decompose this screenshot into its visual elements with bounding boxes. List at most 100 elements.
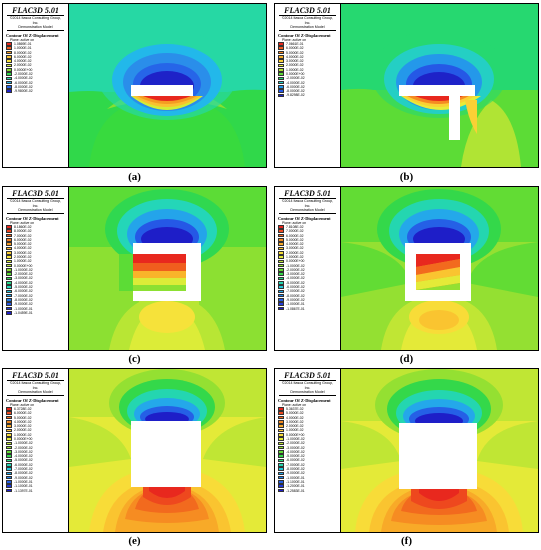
legend-value: -1.0000E-02 bbox=[286, 437, 305, 441]
legend-value: 1.0000E-02 bbox=[14, 432, 32, 437]
legend-entry: 0.0000E+00 bbox=[6, 263, 68, 268]
legend-c: FLAC3D 5.01 ©2014 Itasca Consulting Grou… bbox=[3, 187, 69, 350]
legend-entry: -1.0000E-01 bbox=[278, 476, 340, 480]
contour-title: Contour Of Z-Displacement bbox=[278, 215, 331, 221]
panel-d: FLAC3D 5.01 ©2014 Itasca Consulting Grou… bbox=[274, 186, 539, 351]
legend-entry: -2.0000E-02 bbox=[278, 441, 340, 445]
legend-entry: 0.0000E+00 bbox=[278, 433, 340, 437]
legend-value: -1.0000E-01 bbox=[286, 302, 305, 307]
legend-swatch bbox=[278, 59, 284, 63]
legend-swatch bbox=[278, 50, 284, 55]
legend-swatch bbox=[278, 454, 284, 458]
legend-swatch bbox=[278, 411, 284, 416]
legend-value: -4.0000E-02 bbox=[14, 280, 33, 285]
legend-value: 7.8108E-02 bbox=[286, 224, 304, 229]
legend-entry: 2.0000E-02 bbox=[6, 428, 68, 432]
legend-value: -8.0000E-02 bbox=[286, 467, 305, 472]
legend-value: 3.0000E-02 bbox=[286, 59, 304, 64]
legend-value: 6.0000E-02 bbox=[14, 411, 32, 416]
legend-value: -2.0000E-02 bbox=[14, 72, 33, 76]
legend-swatch bbox=[278, 306, 284, 311]
legend-value: 7.0000E-02 bbox=[286, 229, 304, 234]
legend-value: 0.0000E+00 bbox=[14, 67, 33, 72]
legend-value: 1.0000E-02 bbox=[286, 255, 304, 259]
legend-value: -1.0000E-02 bbox=[286, 263, 305, 268]
legend-value: 1.0000E-01 bbox=[14, 46, 32, 51]
contour-title: Contour Of Z-Displacement bbox=[278, 397, 331, 403]
legend-entry: 1.0000E-02 bbox=[278, 68, 340, 72]
legend-value: -2.0000E-02 bbox=[286, 267, 305, 272]
legend-value: 3.0000E-02 bbox=[14, 424, 32, 429]
legend-entry: -1.0000E-02 bbox=[6, 441, 68, 445]
legend-d: FLAC3D 5.01 ©2014 Itasca Consulting Grou… bbox=[275, 187, 341, 350]
legend-swatch bbox=[6, 85, 12, 89]
legend-swatch bbox=[6, 445, 12, 450]
legend-swatch bbox=[6, 450, 12, 454]
legend-value: -3.0000E-02 bbox=[286, 272, 305, 277]
legend-entry: -1.0000E-01 bbox=[6, 306, 68, 311]
legend-entry: 0.0000E+00 bbox=[278, 72, 340, 76]
legend-entry: 3.0000E-02 bbox=[278, 59, 340, 63]
legend-swatch bbox=[278, 445, 284, 450]
legend-value: 1.0000E-02 bbox=[286, 67, 304, 72]
legend-value: 5.0000E-02 bbox=[286, 411, 304, 416]
legend-entry: -9.0000E-02 bbox=[278, 471, 340, 475]
legend-value: -1.0459E-01 bbox=[14, 310, 33, 315]
legend-swatch bbox=[6, 263, 12, 268]
legend-entry: -5.0000E-02 bbox=[278, 281, 340, 285]
legend-entry: 7.0000E-02 bbox=[278, 229, 340, 233]
legend-swatch bbox=[278, 488, 284, 493]
legend-value: -7.0000E-02 bbox=[286, 289, 305, 294]
legend-value: 4.0000E-02 bbox=[286, 242, 304, 247]
legend-swatch bbox=[278, 242, 284, 246]
legend-value: 2.0000E-02 bbox=[14, 428, 32, 433]
legend-entry: -6.0000E-02 bbox=[6, 289, 68, 293]
legend-value: 3.0000E-02 bbox=[14, 250, 32, 255]
legend-entry: -9.8298E-02 bbox=[278, 93, 340, 97]
legend-entry: -1.0000E-01 bbox=[278, 302, 340, 306]
legend-items: 5.3637E-02 5.0000E-02 4.0000E-02 3.0000E-02… bbox=[278, 407, 340, 493]
legend-entry: 7.0000E-02 bbox=[6, 233, 68, 238]
legend-swatch bbox=[278, 63, 284, 68]
legend-swatch bbox=[6, 46, 12, 51]
legend-swatch bbox=[278, 55, 284, 59]
legend-swatch bbox=[6, 259, 12, 264]
contour-plot-c bbox=[69, 187, 266, 350]
legend-value: 4.0000E-02 bbox=[14, 59, 32, 64]
legend-entry: 4.0000E-02 bbox=[278, 415, 340, 420]
legend-swatch bbox=[6, 225, 12, 229]
legend-swatch bbox=[6, 462, 12, 467]
legend-value: 1.0000E-02 bbox=[14, 259, 32, 264]
legend-value: -5.0000E-02 bbox=[286, 454, 305, 459]
legend-header: ©2014 Itasca Consulting Group, Inc. Demo… bbox=[7, 15, 64, 31]
legend-value: -1.1000E-01 bbox=[286, 479, 305, 484]
legend-value: 8.0000E-02 bbox=[14, 229, 32, 234]
legend-entry: -1.1000E-01 bbox=[6, 484, 68, 488]
legend-value: -4.0000E-02 bbox=[286, 449, 305, 454]
legend-entry: 1.0000E-02 bbox=[278, 255, 340, 259]
legend-entry: -9.0000E-02 bbox=[278, 298, 340, 302]
legend-swatch bbox=[278, 480, 284, 484]
legend-swatch bbox=[6, 298, 12, 302]
legend-swatch bbox=[278, 272, 284, 276]
legend-value: -1.0000E-01 bbox=[14, 479, 33, 484]
legend-value: 5.0000E-02 bbox=[14, 415, 32, 420]
legend-entry: 7.0661E-01 bbox=[278, 42, 340, 46]
legend-swatch bbox=[6, 411, 12, 416]
legend-entry: -1.0000E-02 bbox=[278, 263, 340, 268]
legend-entry: -2.0000E-02 bbox=[278, 76, 340, 80]
legend-entry: -1.2583E-01 bbox=[278, 488, 340, 493]
contour-title: Contour Of Z-Displacement bbox=[6, 397, 59, 403]
legend-entry: -2.0000E-02 bbox=[278, 268, 340, 272]
legend-swatch bbox=[278, 462, 284, 467]
legend-items: 7.8108E-02 7.0000E-02 6.0000E-02 5.0000E-02… bbox=[278, 225, 340, 311]
legend-entry: -8.0000E-02 bbox=[278, 294, 340, 298]
legend-swatch bbox=[278, 93, 284, 98]
caption-c: (c) bbox=[128, 353, 141, 365]
legend-entry: -8.0000E-02 bbox=[6, 298, 68, 302]
legend-value: 8.0000E-02 bbox=[14, 50, 32, 55]
legend-entry: -7.0000E-02 bbox=[278, 289, 340, 293]
copyright-text: ©2014 Itasca Consulting Group, Inc. bbox=[281, 16, 334, 25]
legend-value: 4.0000E-02 bbox=[14, 419, 32, 424]
copyright-text: ©2014 Itasca Consulting Group, Inc. bbox=[9, 199, 62, 208]
